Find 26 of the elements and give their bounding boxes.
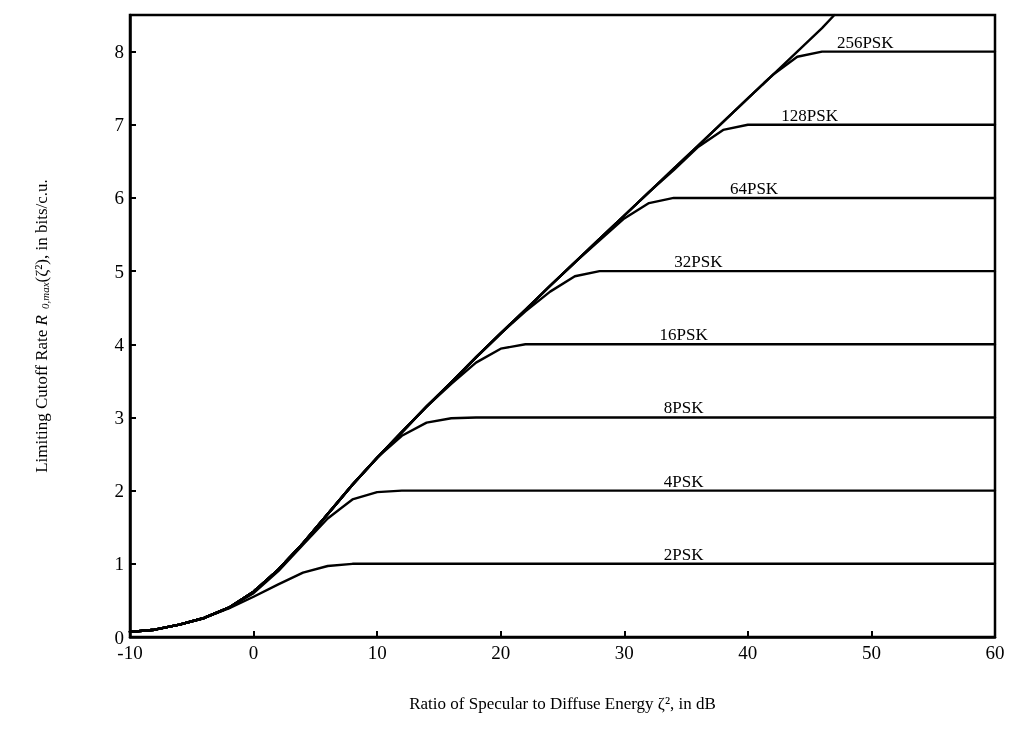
y-tick-label: 1 bbox=[114, 553, 124, 575]
y-tick-label: 2 bbox=[114, 480, 124, 502]
y-tick-label: 5 bbox=[114, 260, 124, 282]
series-label: 256PSK bbox=[836, 32, 895, 52]
x-tick-label: 10 bbox=[367, 642, 387, 663]
y-tick-label: 0 bbox=[114, 626, 124, 648]
y-tick-label: 3 bbox=[114, 406, 124, 428]
x-tick-label: 60 bbox=[985, 642, 1005, 663]
series-label: 4PSK bbox=[663, 471, 705, 491]
y-axis-title: Limiting Cutoff Rate R0,max(ζ²), in bits/c.u. bbox=[32, 179, 51, 473]
series-label: 16PSK bbox=[659, 325, 709, 345]
series-label: 32PSK bbox=[674, 252, 724, 272]
x-tick-label: 30 bbox=[614, 642, 634, 663]
series-label: 64PSK bbox=[729, 178, 779, 198]
x-tick-label: 50 bbox=[861, 642, 881, 663]
x-tick-label: 0 bbox=[248, 642, 259, 663]
series-label: 8PSK bbox=[663, 398, 705, 418]
y-tick-label: 8 bbox=[114, 41, 124, 63]
series-label: 2PSK bbox=[663, 544, 705, 564]
x-tick-label: 40 bbox=[738, 642, 758, 663]
y-tick-label: 6 bbox=[114, 187, 124, 209]
y-tick-label: 4 bbox=[114, 333, 125, 355]
series-label: 128PSK bbox=[781, 105, 839, 125]
x-axis-title: Ratio of Specular to Diffuse Energy ζ², in dB bbox=[409, 694, 716, 713]
x-tick-label: 20 bbox=[491, 642, 511, 663]
y-tick-label: 7 bbox=[114, 114, 124, 136]
